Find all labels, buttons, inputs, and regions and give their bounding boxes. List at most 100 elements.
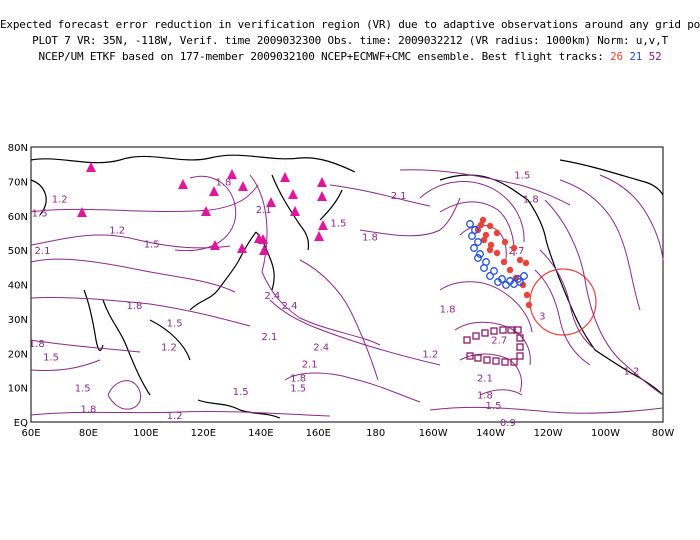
contour-label: 2.1: [391, 191, 407, 202]
track-21-point: [471, 226, 479, 234]
lat-tick-label: 50N: [8, 246, 28, 257]
axis-labels: 60E 80E 100E 120E 140E 160E 180 160W 140W 120W 100…: [8, 143, 675, 439]
contour-label: 1.5: [43, 353, 59, 364]
observation-triangle: [317, 177, 327, 187]
track-52-point: [492, 357, 500, 365]
observation-triangle: [178, 179, 188, 189]
contour-line: [539, 249, 597, 351]
track-26-point: [493, 229, 501, 237]
track-markers: [77, 162, 533, 366]
contour-label: 2.1: [477, 373, 493, 384]
track-26-point: [516, 256, 524, 264]
contour-label: 1.8: [216, 177, 232, 188]
contour-line: [30, 359, 101, 371]
observation-triangle: [266, 197, 276, 207]
track-21-point: [476, 250, 484, 258]
contour-label: 1.5: [514, 171, 530, 182]
observation-triangle: [237, 243, 247, 253]
contour-label: 2.7: [509, 246, 525, 257]
contour-line: [439, 281, 533, 333]
contour-line: [479, 389, 523, 396]
track-52-point: [516, 352, 524, 360]
observation-triangle: [258, 234, 268, 244]
contour-line: [30, 258, 236, 293]
lon-tick-label: 100E: [133, 428, 158, 439]
observation-triangle: [209, 186, 219, 196]
track-21-point: [474, 238, 482, 246]
track-26-point: [486, 222, 494, 230]
contour-line: [359, 197, 461, 237]
track-52-point: [510, 358, 518, 366]
contour-label: 1.2: [161, 342, 177, 353]
lon-tick-label: 120E: [191, 428, 216, 439]
contour-label: 1.2: [623, 366, 639, 377]
contour-label: 1.5: [486, 401, 502, 412]
lat-tick-label: 80N: [8, 143, 28, 154]
track-52-point: [463, 336, 471, 344]
observation-triangle: [201, 206, 211, 216]
contour-label: 1.2: [52, 195, 68, 206]
contour-line: [429, 406, 664, 414]
lat-tick-label: 40N: [8, 281, 28, 292]
lat-tick-label: EQ: [14, 418, 28, 429]
track-21-point: [520, 272, 528, 280]
lat-tick-label: 10N: [8, 384, 28, 395]
contour-label: 1.5: [167, 318, 183, 329]
contour-line: [249, 174, 268, 273]
observation-triangle: [317, 191, 327, 201]
contour-line: [30, 296, 251, 327]
lon-tick-label: 140W: [476, 428, 505, 439]
track-52-point: [501, 358, 509, 366]
contour-line: [559, 179, 641, 311]
contour-label: 0.9: [500, 418, 516, 429]
track-21-point: [498, 275, 506, 283]
contour-line: [419, 181, 525, 243]
contour-label: 2.1: [302, 360, 318, 371]
observation-triangle: [314, 231, 324, 241]
track-21-point: [514, 275, 522, 283]
track-52-point: [516, 334, 524, 342]
contour-line: [454, 321, 531, 366]
observation-triangle: [86, 162, 96, 172]
contour-label: 3: [539, 311, 545, 322]
lon-tick-label: 100W: [591, 428, 620, 439]
contour-line: [599, 174, 664, 261]
track-52-point: [516, 343, 524, 351]
observation-triangle: [238, 181, 248, 191]
track-52-point: [514, 326, 522, 334]
contour-label: 2.1: [256, 205, 272, 216]
track-26-point: [506, 266, 514, 274]
track-26-point: [523, 291, 531, 299]
track-21-point: [466, 220, 474, 228]
track-52-point: [472, 332, 480, 340]
contour-label: 1.2: [167, 411, 183, 422]
track-52-point: [507, 326, 515, 334]
contour-label: 2.7: [491, 336, 507, 347]
track-21-point: [490, 267, 498, 275]
lat-tick-label: 60N: [8, 212, 28, 223]
observation-triangle: [227, 169, 237, 179]
contour-line: [299, 259, 379, 381]
contour-line: [269, 299, 441, 366]
lon-tick-label: 80E: [79, 428, 98, 439]
track-21-point: [474, 254, 482, 262]
title-line-3-prefix: NCEP/UM ETKF based on 177-member 2009032…: [38, 50, 604, 63]
contour-line: [261, 271, 381, 346]
contour-line: [30, 184, 259, 213]
contour-line: [284, 372, 421, 403]
contour-label: 1.5: [144, 239, 160, 250]
contour-label: 1.8: [126, 301, 142, 312]
contour-lines: [30, 169, 664, 417]
map-frame: [30, 146, 664, 423]
track-26-point: [501, 238, 509, 246]
track-label-26: 26: [610, 50, 623, 63]
contour-line: [439, 201, 515, 257]
track-21-point: [502, 281, 510, 289]
track-21-point: [482, 258, 490, 266]
lat-tick-label: 20N: [8, 349, 28, 360]
coastlines: [30, 154, 664, 419]
track-21-point: [486, 272, 494, 280]
contour-label: 1.5: [233, 387, 249, 398]
contour-label: 1.8: [362, 232, 378, 243]
